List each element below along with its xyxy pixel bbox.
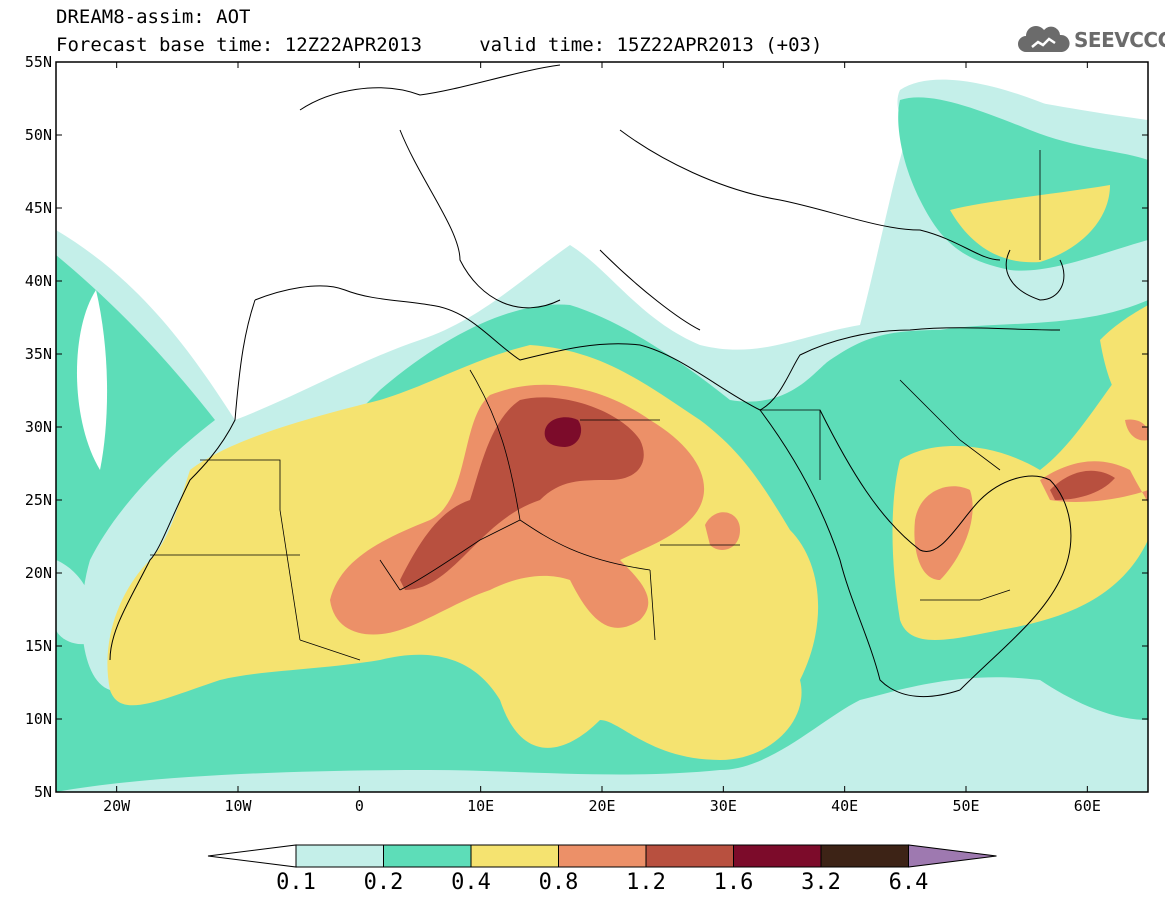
lat-tick-label: 10N (25, 710, 52, 728)
colorbar-swatch (470, 844, 559, 868)
lat-tick-label: 45N (25, 199, 52, 217)
lat-tick-label: 30N (25, 418, 52, 436)
colorbar-swatch (733, 844, 822, 868)
colorbar-swatch (820, 844, 909, 868)
lon-tick-label: 30E (710, 797, 737, 815)
colorbar-label: 1.2 (626, 870, 666, 895)
chart-title: DREAM8-assim: AOT (56, 6, 251, 28)
seevccc-logo: SEEVCCC (1018, 24, 1165, 56)
colorbar-label: 6.4 (889, 870, 929, 895)
lat-tick-label: 15N (25, 637, 52, 655)
lon-tick-label: 60E (1074, 797, 1101, 815)
colorbar: 0.1 0.2 0.4 0.8 1.2 1.6 3.2 6.4 (207, 844, 997, 895)
lon-tick-label: 10W (224, 797, 252, 815)
colorbar-label: 0.4 (451, 870, 491, 895)
colorbar-swatch (558, 844, 647, 868)
lon-tick-label: 40E (831, 797, 858, 815)
colorbar-swatch (383, 844, 472, 868)
aot-field (56, 62, 1148, 792)
lat-tick-label: 50N (25, 126, 52, 144)
lon-tick-label: 50E (952, 797, 979, 815)
lon-tick-label: 20W (103, 797, 131, 815)
lon-tick-label: 0 (355, 797, 364, 815)
aot-level-1.2-areas (400, 397, 1115, 590)
chart-subtitle: Forecast base time: 12Z22APR2013 valid t… (56, 34, 823, 56)
country-borders (150, 150, 1041, 661)
colorbar-label: 0.1 (276, 870, 316, 895)
latitude-axis: 5N 10N 15N 20N 25N 30N 35N 40N 45N 50N 55N (25, 53, 1148, 801)
colorbar-label: 1.6 (714, 870, 754, 895)
colorbar-low-extend (207, 844, 297, 868)
lon-tick-label: 10E (467, 797, 494, 815)
lat-tick-label: 25N (25, 491, 52, 509)
longitude-axis: 20W 10W 0 10E 20E 30E 40E 50E 60E (103, 62, 1101, 815)
lon-tick-label: 20E (588, 797, 615, 815)
coastlines (109, 64, 1072, 698)
lat-tick-label: 40N (25, 272, 52, 290)
colorbar-label: 3.2 (801, 870, 841, 895)
colorbar-swatch (295, 844, 384, 868)
colorbar-swatch (645, 844, 734, 868)
logo-text: SEEVCCC (1074, 28, 1165, 52)
colorbar-label: 0.8 (539, 870, 579, 895)
colorbar-label: 0.2 (364, 870, 404, 895)
lat-tick-label: 5N (34, 783, 52, 801)
lat-tick-label: 20N (25, 564, 52, 582)
lat-tick-label: 35N (25, 345, 52, 363)
colorbar-high-extend (908, 844, 997, 868)
cloud-icon (1018, 25, 1070, 52)
aot-level-1.6-areas (544, 417, 582, 447)
lat-tick-label: 55N (25, 53, 52, 71)
